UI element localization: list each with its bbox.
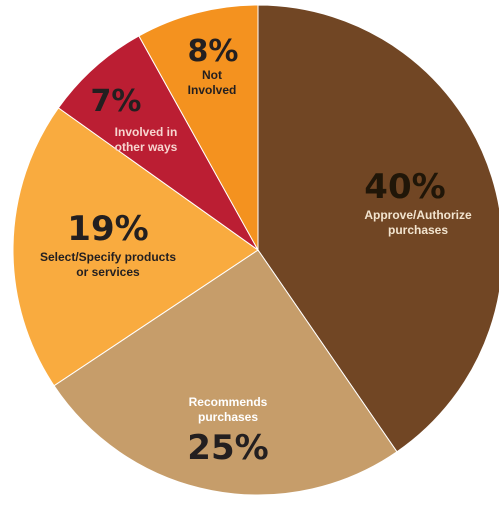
slice-percent-label: 19% [67,209,148,249]
pie-slice-4 [57,35,259,251]
slice-category-label: Recommends purchases [189,395,268,424]
pie-slice-1 [257,4,499,453]
slice-category-label: Approve/Authorize purchases [364,208,472,237]
slice-category-label: Involved in other ways [115,125,178,154]
slice-percent-label: 7% [91,84,142,119]
slice-category-label: Not Involved [188,68,237,97]
slice-category-label: Select/Specify products or services [40,250,176,279]
pie-slice-2 [53,249,398,496]
slice-percent-label: 25% [187,428,268,468]
pie-slice-3 [12,107,259,387]
slice-percent-label: 40% [364,167,445,207]
slice-percent-label: 8% [188,34,239,69]
pie-slice-5 [138,4,259,252]
